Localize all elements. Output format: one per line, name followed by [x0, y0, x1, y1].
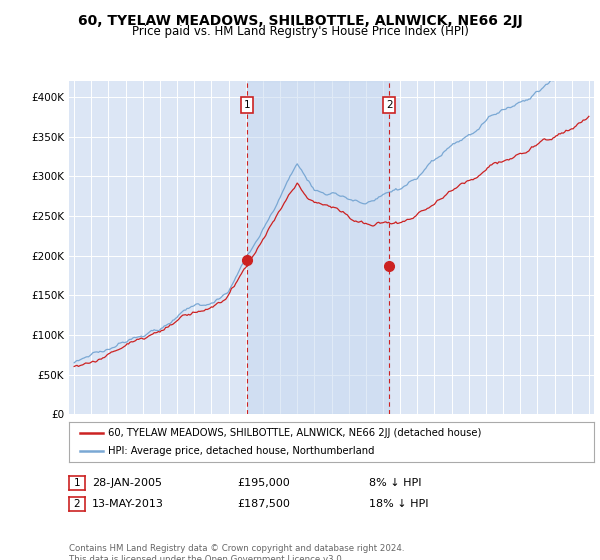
Text: Contains HM Land Registry data © Crown copyright and database right 2024.
This d: Contains HM Land Registry data © Crown c…: [69, 544, 404, 560]
Text: £187,500: £187,500: [237, 499, 290, 509]
Text: 60, TYELAW MEADOWS, SHILBOTTLE, ALNWICK, NE66 2JJ: 60, TYELAW MEADOWS, SHILBOTTLE, ALNWICK,…: [77, 14, 523, 28]
Text: 28-JAN-2005: 28-JAN-2005: [92, 478, 162, 488]
Text: Price paid vs. HM Land Registry's House Price Index (HPI): Price paid vs. HM Land Registry's House …: [131, 25, 469, 38]
Text: 1: 1: [73, 478, 80, 488]
Text: 2: 2: [73, 500, 80, 509]
Text: £195,000: £195,000: [237, 478, 290, 488]
Text: 18% ↓ HPI: 18% ↓ HPI: [369, 499, 428, 509]
Text: 2: 2: [386, 100, 392, 110]
Text: 60, TYELAW MEADOWS, SHILBOTTLE, ALNWICK, NE66 2JJ (detached house): 60, TYELAW MEADOWS, SHILBOTTLE, ALNWICK,…: [109, 428, 482, 438]
Text: 1: 1: [244, 100, 250, 110]
Text: 8% ↓ HPI: 8% ↓ HPI: [369, 478, 421, 488]
Bar: [247, 81, 389, 414]
Text: 13-MAY-2013: 13-MAY-2013: [92, 499, 164, 509]
Text: HPI: Average price, detached house, Northumberland: HPI: Average price, detached house, Nort…: [109, 446, 375, 456]
